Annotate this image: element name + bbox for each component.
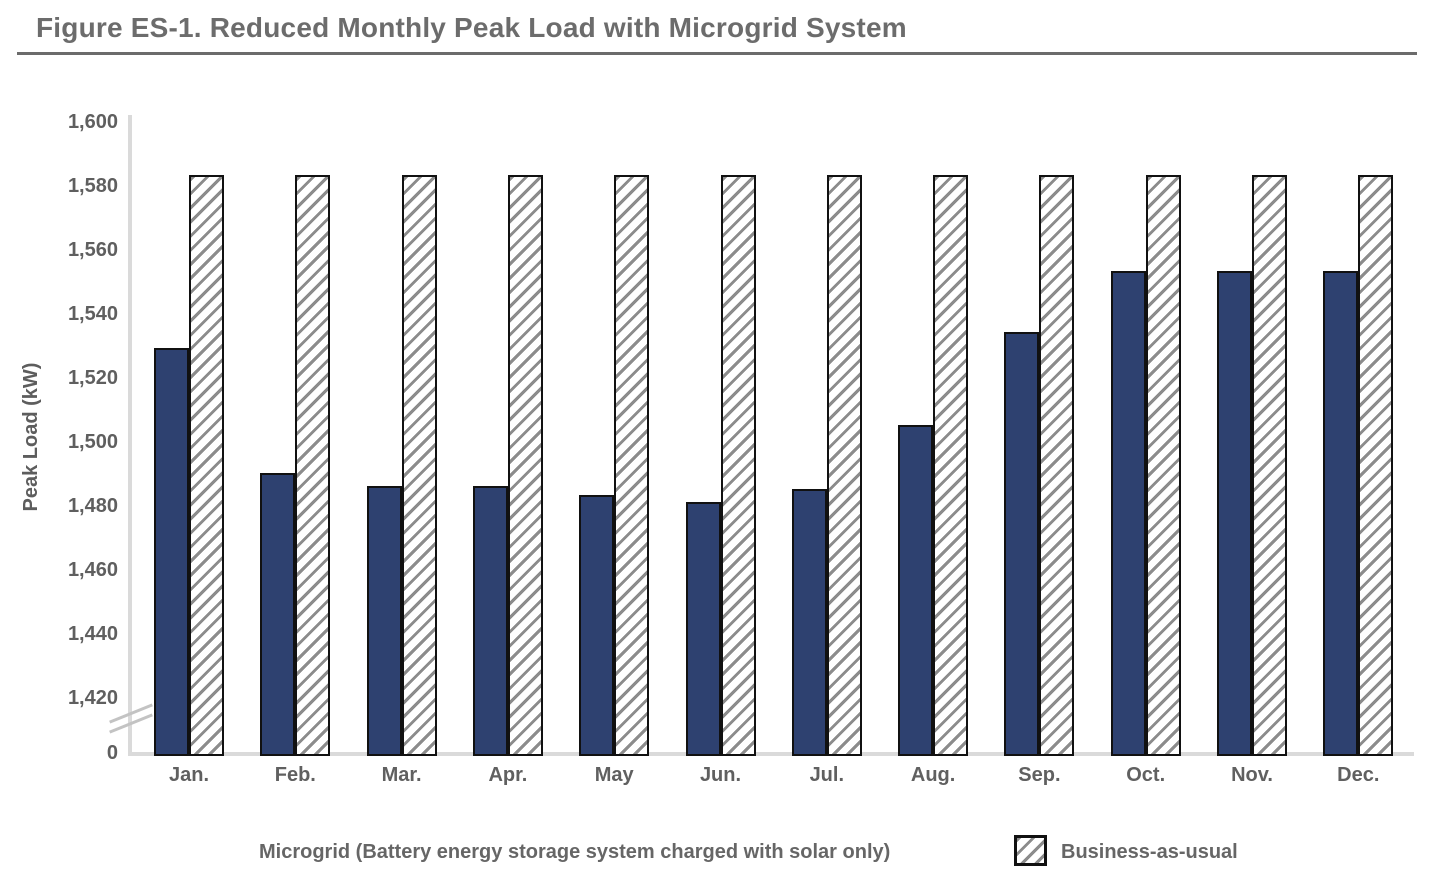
bar-microgrid-oct: [1110, 271, 1146, 756]
legend-label-microgrid: Microgrid (Battery energy storage system…: [259, 841, 891, 863]
legend-label-business-as-usual: Business-as-usual: [1061, 841, 1238, 863]
x-axis-line: [128, 752, 1414, 756]
bar-microgrid-may: [579, 495, 615, 756]
y-tick-label: 1,580: [67, 175, 118, 197]
bar-microgrid-nov: [1217, 271, 1252, 756]
bar-microgrid-jun: [685, 501, 721, 756]
legend-swatch-microgrid: [212, 836, 245, 866]
bar-microgrid-dec: [1323, 271, 1359, 756]
bar-business-as-usual-aug: [933, 175, 969, 756]
y-tick-label: 1,600: [67, 111, 118, 133]
bar-microgrid-jan: [154, 348, 189, 756]
x-tick-label-jan: Jan.: [168, 764, 210, 786]
y-tick-label: 0: [106, 742, 118, 764]
x-tick-label-may: May: [594, 764, 634, 786]
y-tick-label: 1,540: [67, 303, 118, 325]
y-tick-label: 1,460: [67, 559, 118, 581]
bar-microgrid-feb: [260, 472, 296, 756]
x-tick-label-feb: Feb.: [274, 764, 316, 786]
bar-business-as-usual-mar: [401, 175, 437, 756]
bar-business-as-usual-nov: [1252, 175, 1287, 756]
x-tick-label-mar: Mar.: [381, 764, 422, 786]
y-tick-label: 1,500: [67, 431, 118, 453]
bar-business-as-usual-feb: [295, 175, 331, 756]
bar-microgrid-jul: [791, 488, 827, 756]
title-underline: [17, 52, 1417, 55]
x-tick-label-sep: Sep.: [1018, 764, 1061, 786]
y-tick-label: 1,560: [67, 239, 118, 261]
x-tick-label-jun: Jun.: [699, 764, 742, 786]
bar-business-as-usual-oct: [1145, 175, 1181, 756]
bar-business-as-usual-jun: [720, 175, 756, 756]
bar-business-as-usual-jan: [189, 175, 224, 756]
x-tick-label-nov: Nov.: [1231, 764, 1273, 786]
bar-microgrid-mar: [366, 485, 402, 756]
bar-business-as-usual-apr: [507, 175, 543, 756]
x-tick-label-dec: Dec.: [1337, 764, 1380, 786]
bar-business-as-usual-dec: [1358, 175, 1394, 756]
bar-microgrid-aug: [898, 424, 934, 756]
x-tick-label-aug: Aug.: [910, 764, 956, 786]
bar-business-as-usual-jul: [826, 175, 862, 756]
y-tick-label: 1,420: [67, 687, 118, 709]
x-tick-label-apr: Apr.: [488, 764, 528, 786]
y-axis-line: [128, 115, 132, 756]
bar-microgrid-apr: [472, 485, 508, 756]
bar-microgrid-sep: [1004, 332, 1040, 756]
x-tick-label-oct: Oct.: [1126, 764, 1166, 786]
y-tick-label: 1,440: [67, 623, 118, 645]
x-tick-label-jul: Jul.: [809, 764, 845, 786]
bar-business-as-usual-sep: [1039, 175, 1075, 756]
legend-swatch-business-as-usual: [1014, 835, 1047, 866]
bar-business-as-usual-may: [614, 175, 650, 756]
y-tick-label: 1,520: [67, 367, 118, 389]
figure-title: Figure ES-1. Reduced Monthly Peak Load w…: [36, 12, 907, 43]
y-tick-label: 1,480: [67, 495, 118, 517]
